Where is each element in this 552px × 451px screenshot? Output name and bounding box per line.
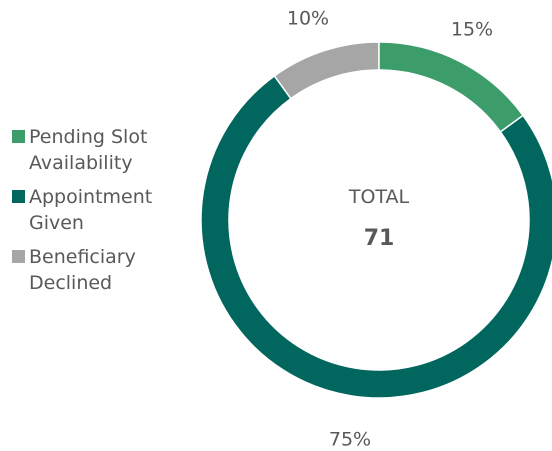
legend-label: Appointment Given xyxy=(29,186,153,234)
total: 71 xyxy=(364,226,395,251)
slice xyxy=(273,41,380,100)
slice xyxy=(378,41,525,133)
legend-label: Beneficiary Declined xyxy=(29,246,136,294)
slice xyxy=(200,74,552,399)
legend: Pending Slot Availability Appointment Giv… xyxy=(12,124,192,304)
legend-swatch xyxy=(12,190,25,203)
legend-swatch xyxy=(12,130,25,143)
legend-swatch xyxy=(12,250,25,263)
center-label: TOTAL xyxy=(348,186,410,208)
value-label: 10% xyxy=(287,8,329,30)
legend-label: Pending Slot Availability xyxy=(29,126,148,174)
value-label: 15% xyxy=(451,19,493,41)
legend-item: Beneficiary Declined xyxy=(12,244,192,296)
legend-item: Pending Slot Availability xyxy=(12,124,192,176)
legend-item: Appointment Given xyxy=(12,184,192,236)
value-label: 75% xyxy=(329,429,371,451)
